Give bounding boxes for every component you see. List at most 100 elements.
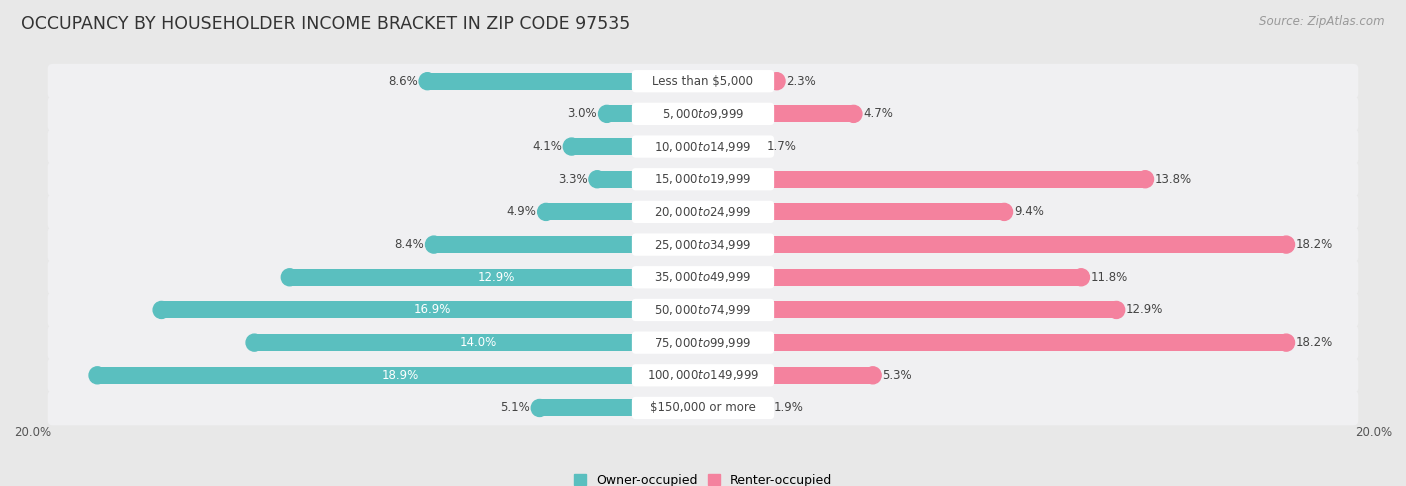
Text: OCCUPANCY BY HOUSEHOLDER INCOME BRACKET IN ZIP CODE 97535: OCCUPANCY BY HOUSEHOLDER INCOME BRACKET … — [21, 15, 630, 33]
FancyBboxPatch shape — [48, 162, 1358, 196]
Text: 9.4%: 9.4% — [1014, 206, 1043, 218]
Bar — [703, 73, 776, 90]
Circle shape — [537, 204, 554, 221]
FancyBboxPatch shape — [631, 70, 775, 92]
Text: 18.2%: 18.2% — [1296, 238, 1333, 251]
Bar — [703, 301, 1116, 318]
Circle shape — [995, 204, 1012, 221]
Text: 18.9%: 18.9% — [381, 369, 419, 382]
Text: 16.9%: 16.9% — [413, 303, 451, 316]
Text: 20.0%: 20.0% — [1355, 426, 1392, 439]
Circle shape — [1137, 171, 1153, 188]
FancyBboxPatch shape — [48, 325, 1358, 360]
FancyBboxPatch shape — [48, 260, 1358, 295]
Bar — [703, 399, 763, 417]
Circle shape — [1278, 334, 1295, 351]
Circle shape — [589, 171, 606, 188]
FancyBboxPatch shape — [48, 194, 1358, 229]
Text: 12.9%: 12.9% — [478, 271, 515, 284]
Bar — [540, 399, 703, 417]
Circle shape — [89, 367, 105, 384]
Text: 11.8%: 11.8% — [1091, 271, 1128, 284]
FancyBboxPatch shape — [631, 136, 775, 157]
FancyBboxPatch shape — [48, 129, 1358, 164]
Circle shape — [1278, 236, 1295, 253]
Circle shape — [531, 399, 548, 417]
Text: 3.0%: 3.0% — [568, 107, 598, 121]
Circle shape — [246, 334, 263, 351]
FancyBboxPatch shape — [631, 103, 775, 125]
Text: 1.7%: 1.7% — [768, 140, 797, 153]
Bar — [703, 105, 853, 122]
Bar — [703, 204, 1004, 221]
FancyBboxPatch shape — [48, 391, 1358, 425]
Circle shape — [749, 138, 766, 155]
FancyBboxPatch shape — [631, 168, 775, 191]
Text: 4.7%: 4.7% — [863, 107, 893, 121]
Text: 8.4%: 8.4% — [395, 238, 425, 251]
FancyBboxPatch shape — [631, 299, 775, 321]
FancyBboxPatch shape — [48, 97, 1358, 131]
Circle shape — [768, 73, 785, 90]
Text: 5.3%: 5.3% — [883, 369, 912, 382]
FancyBboxPatch shape — [631, 397, 775, 419]
FancyBboxPatch shape — [631, 266, 775, 288]
Text: $100,000 to $149,999: $100,000 to $149,999 — [647, 368, 759, 382]
FancyBboxPatch shape — [631, 233, 775, 256]
Text: $5,000 to $9,999: $5,000 to $9,999 — [662, 107, 744, 121]
Circle shape — [281, 269, 298, 286]
Bar — [162, 301, 703, 318]
Text: 13.8%: 13.8% — [1154, 173, 1192, 186]
Circle shape — [1108, 301, 1125, 318]
Bar — [703, 138, 758, 155]
Text: 4.1%: 4.1% — [531, 140, 562, 153]
Bar — [703, 171, 1146, 188]
Text: $75,000 to $99,999: $75,000 to $99,999 — [654, 336, 752, 349]
Text: 8.6%: 8.6% — [388, 75, 418, 87]
Text: 5.1%: 5.1% — [501, 401, 530, 415]
Text: 18.2%: 18.2% — [1296, 336, 1333, 349]
Text: 12.9%: 12.9% — [1126, 303, 1163, 316]
Bar — [434, 236, 703, 253]
Text: $50,000 to $74,999: $50,000 to $74,999 — [654, 303, 752, 317]
Bar — [703, 334, 1286, 351]
Text: $25,000 to $34,999: $25,000 to $34,999 — [654, 238, 752, 252]
FancyBboxPatch shape — [631, 364, 775, 386]
FancyBboxPatch shape — [631, 331, 775, 354]
Bar — [607, 105, 703, 122]
Bar — [598, 171, 703, 188]
Text: $15,000 to $19,999: $15,000 to $19,999 — [654, 172, 752, 186]
Text: $35,000 to $49,999: $35,000 to $49,999 — [654, 270, 752, 284]
Bar — [254, 334, 703, 351]
Bar — [703, 367, 873, 384]
Circle shape — [1073, 269, 1090, 286]
Legend: Owner-occupied, Renter-occupied: Owner-occupied, Renter-occupied — [568, 469, 838, 486]
Bar — [97, 367, 703, 384]
Text: 20.0%: 20.0% — [14, 426, 51, 439]
Text: Source: ZipAtlas.com: Source: ZipAtlas.com — [1260, 15, 1385, 28]
FancyBboxPatch shape — [48, 293, 1358, 327]
Bar — [572, 138, 703, 155]
Circle shape — [426, 236, 441, 253]
FancyBboxPatch shape — [48, 64, 1358, 99]
Bar — [703, 269, 1081, 286]
FancyBboxPatch shape — [48, 358, 1358, 393]
Text: $20,000 to $24,999: $20,000 to $24,999 — [654, 205, 752, 219]
Circle shape — [153, 301, 170, 318]
Bar — [546, 204, 703, 221]
Circle shape — [865, 367, 882, 384]
Text: 3.3%: 3.3% — [558, 173, 588, 186]
Bar — [703, 236, 1286, 253]
Circle shape — [564, 138, 579, 155]
Text: 4.9%: 4.9% — [506, 206, 536, 218]
FancyBboxPatch shape — [48, 227, 1358, 262]
Circle shape — [755, 399, 772, 417]
Text: $150,000 or more: $150,000 or more — [650, 401, 756, 415]
Text: 1.9%: 1.9% — [773, 401, 803, 415]
Text: 14.0%: 14.0% — [460, 336, 498, 349]
Text: $10,000 to $14,999: $10,000 to $14,999 — [654, 139, 752, 154]
Text: Less than $5,000: Less than $5,000 — [652, 75, 754, 87]
Bar — [427, 73, 703, 90]
Bar — [290, 269, 703, 286]
FancyBboxPatch shape — [631, 201, 775, 223]
